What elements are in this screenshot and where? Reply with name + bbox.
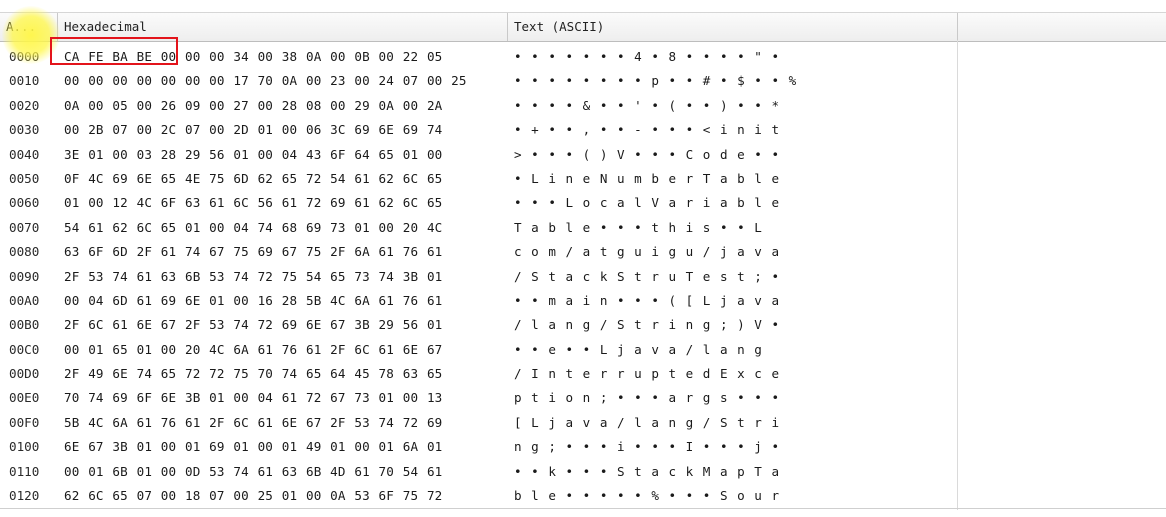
- hex-row[interactable]: 00F0 5B 4C 6A 61 76 61 2F 6C 61 6E 67 2F …: [0, 411, 958, 435]
- row-address: 0020: [9, 97, 40, 113]
- row-address: 00D0: [9, 366, 40, 382]
- row-hex-bytes[interactable]: 70 74 69 6F 6E 3B 01 00 04 61 72 67 73 0…: [64, 390, 443, 406]
- row-hex-bytes[interactable]: 01 00 12 4C 6F 63 61 6C 56 61 72 69 61 6…: [64, 195, 443, 211]
- hex-row[interactable]: 0070 54 61 62 6C 65 01 00 04 74 68 69 73 …: [0, 216, 958, 240]
- row-ascii-text[interactable]: • L i n e N u m b e r T a b l e: [514, 170, 781, 186]
- row-address: 0110: [9, 463, 40, 479]
- column-header: A... Hexadecimal Text (ASCII): [0, 12, 1166, 42]
- hex-rows[interactable]: 0000 CA FE BA BE 00 00 00 34 00 38 0A 00 …: [0, 45, 958, 508]
- row-hex-bytes[interactable]: 2F 6C 61 6E 67 2F 53 74 72 69 6E 67 3B 2…: [64, 317, 443, 333]
- hex-row[interactable]: 00E0 70 74 69 6F 6E 3B 01 00 04 61 72 67 …: [0, 386, 958, 410]
- row-hex-bytes[interactable]: 0A 00 05 00 26 09 00 27 00 28 08 00 29 0…: [64, 97, 443, 113]
- row-address: 00B0: [9, 317, 40, 333]
- row-ascii-text[interactable]: n g ; • • • i • • • I • • • j •: [514, 439, 781, 455]
- row-ascii-text[interactable]: • • • • • • • 4 • 8 • • • • " •: [514, 49, 781, 64]
- row-ascii-text[interactable]: • • m a i n • • • ( [ L j a v a: [514, 292, 781, 308]
- row-address: 0040: [9, 146, 40, 162]
- row-ascii-text[interactable]: • • e • • L j a v a / l a n g: [514, 341, 763, 357]
- row-hex-bytes[interactable]: CA FE BA BE 00 00 00 34 00 38 0A 00 0B 0…: [64, 49, 443, 64]
- hex-row[interactable]: 00A0 00 04 6D 61 69 6E 01 00 16 28 5B 4C …: [0, 289, 958, 313]
- row-ascii-text[interactable]: / l a n g / S t r i n g ; ) V •: [514, 317, 781, 333]
- bottom-border: [0, 508, 1166, 509]
- hex-row[interactable]: 0050 0F 4C 69 6E 65 4E 75 6D 62 65 72 54 …: [0, 167, 958, 191]
- row-ascii-text[interactable]: • • k • • • S t a c k M a p T a: [514, 463, 781, 479]
- row-address: 0000: [9, 49, 40, 64]
- row-address: 0090: [9, 268, 40, 284]
- hex-row[interactable]: 0090 2F 53 74 61 63 6B 53 74 72 75 54 65 …: [0, 265, 958, 289]
- hex-row[interactable]: 0080 63 6F 6D 2F 61 74 67 75 69 67 75 2F …: [0, 240, 958, 264]
- hex-row[interactable]: 0120 62 6C 65 07 00 18 07 00 25 01 00 0A …: [0, 484, 958, 508]
- row-address: 00F0: [9, 414, 40, 430]
- hex-row[interactable]: 0000 CA FE BA BE 00 00 00 34 00 38 0A 00 …: [0, 45, 958, 69]
- hex-row[interactable]: 0100 6E 67 3B 01 00 01 69 01 00 01 49 01 …: [0, 435, 958, 459]
- row-hex-bytes[interactable]: 6E 67 3B 01 00 01 69 01 00 01 49 01 00 0…: [64, 439, 443, 455]
- row-hex-bytes[interactable]: 3E 01 00 03 28 29 56 01 00 04 43 6F 64 6…: [64, 146, 443, 162]
- hex-row[interactable]: 00B0 2F 6C 61 6E 67 2F 53 74 72 69 6E 67 …: [0, 313, 958, 337]
- row-address: 00C0: [9, 341, 40, 357]
- row-hex-bytes[interactable]: 2F 49 6E 74 65 72 72 75 70 74 65 64 45 7…: [64, 366, 443, 382]
- row-hex-bytes[interactable]: 54 61 62 6C 65 01 00 04 74 68 69 73 01 0…: [64, 219, 443, 235]
- row-address: 00E0: [9, 390, 40, 406]
- row-hex-bytes[interactable]: 5B 4C 6A 61 76 61 2F 6C 61 6E 67 2F 53 7…: [64, 414, 443, 430]
- row-hex-bytes[interactable]: 00 04 6D 61 69 6E 01 00 16 28 5B 4C 6A 6…: [64, 292, 443, 308]
- row-address: 0010: [9, 73, 40, 89]
- row-ascii-text[interactable]: b l e • • • • • % • • • S o u r: [514, 488, 781, 504]
- row-hex-bytes[interactable]: 00 01 65 01 00 20 4C 6A 61 76 61 2F 6C 6…: [64, 341, 443, 357]
- hex-row[interactable]: 0030 00 2B 07 00 2C 07 00 2D 01 00 06 3C …: [0, 118, 958, 142]
- row-address: 0030: [9, 122, 40, 138]
- empty-column-header: [958, 13, 1166, 41]
- row-address: 0070: [9, 219, 40, 235]
- hex-row[interactable]: 0020 0A 00 05 00 26 09 00 27 00 28 08 00 …: [0, 94, 958, 118]
- address-column-header[interactable]: A...: [0, 13, 58, 41]
- hex-row[interactable]: 00C0 00 01 65 01 00 20 4C 6A 61 76 61 2F …: [0, 338, 958, 362]
- row-address: 0060: [9, 195, 40, 211]
- row-ascii-text[interactable]: • • • • • • • • p • • # • $ • • %: [514, 73, 798, 89]
- row-address: 0100: [9, 439, 40, 455]
- row-ascii-text[interactable]: / I n t e r r u p t e d E x c e: [514, 366, 781, 382]
- row-ascii-text[interactable]: p t i o n ; • • • a r g s • • •: [514, 390, 781, 406]
- row-address: 00A0: [9, 292, 40, 308]
- row-hex-bytes[interactable]: 00 00 00 00 00 00 00 17 70 0A 00 23 00 2…: [64, 73, 467, 89]
- row-address: 0050: [9, 170, 40, 186]
- row-hex-bytes[interactable]: 2F 53 74 61 63 6B 53 74 72 75 54 65 73 7…: [64, 268, 443, 284]
- row-ascii-text[interactable]: T a b l e • • • t h i s • • L: [514, 219, 763, 235]
- row-ascii-text[interactable]: > • • • ( ) V • • • C o d e • •: [514, 146, 781, 162]
- text-ascii-column-header[interactable]: Text (ASCII): [508, 13, 958, 41]
- hex-row[interactable]: 0010 00 00 00 00 00 00 00 17 70 0A 00 23 …: [0, 69, 958, 93]
- hex-row[interactable]: 0040 3E 01 00 03 28 29 56 01 00 04 43 6F …: [0, 143, 958, 167]
- row-hex-bytes[interactable]: 00 2B 07 00 2C 07 00 2D 01 00 06 3C 69 6…: [64, 122, 443, 138]
- hex-row[interactable]: 0060 01 00 12 4C 6F 63 61 6C 56 61 72 69 …: [0, 191, 958, 215]
- row-ascii-text[interactable]: c o m / a t g u i g u / j a v a: [514, 244, 781, 260]
- row-ascii-text[interactable]: / S t a c k S t r u T e s t ; •: [514, 268, 781, 284]
- row-hex-bytes[interactable]: 0F 4C 69 6E 65 4E 75 6D 62 65 72 54 61 6…: [64, 170, 443, 186]
- row-ascii-text[interactable]: • • • • & • • ' • ( • • ) • • *: [514, 97, 781, 113]
- row-ascii-text[interactable]: • • • L o c a l V a r i a b l e: [514, 195, 781, 211]
- hex-row[interactable]: 0110 00 01 6B 01 00 0D 53 74 61 63 6B 4D …: [0, 460, 958, 484]
- row-hex-bytes[interactable]: 63 6F 6D 2F 61 74 67 75 69 67 75 2F 6A 6…: [64, 244, 443, 260]
- row-hex-bytes[interactable]: 62 6C 65 07 00 18 07 00 25 01 00 0A 53 6…: [64, 488, 443, 504]
- hex-row[interactable]: 00D0 2F 49 6E 74 65 72 72 75 70 74 65 64 …: [0, 362, 958, 386]
- row-ascii-text[interactable]: • + • • , • • - • • • < i n i t: [514, 122, 781, 138]
- row-hex-bytes[interactable]: 00 01 6B 01 00 0D 53 74 61 63 6B 4D 61 7…: [64, 463, 443, 479]
- column-divider: [957, 40, 958, 510]
- row-address: 0080: [9, 244, 40, 260]
- row-ascii-text[interactable]: [ L j a v a / l a n g / S t r i: [514, 414, 781, 430]
- hexadecimal-column-header[interactable]: Hexadecimal: [58, 13, 508, 41]
- row-address: 0120: [9, 488, 40, 504]
